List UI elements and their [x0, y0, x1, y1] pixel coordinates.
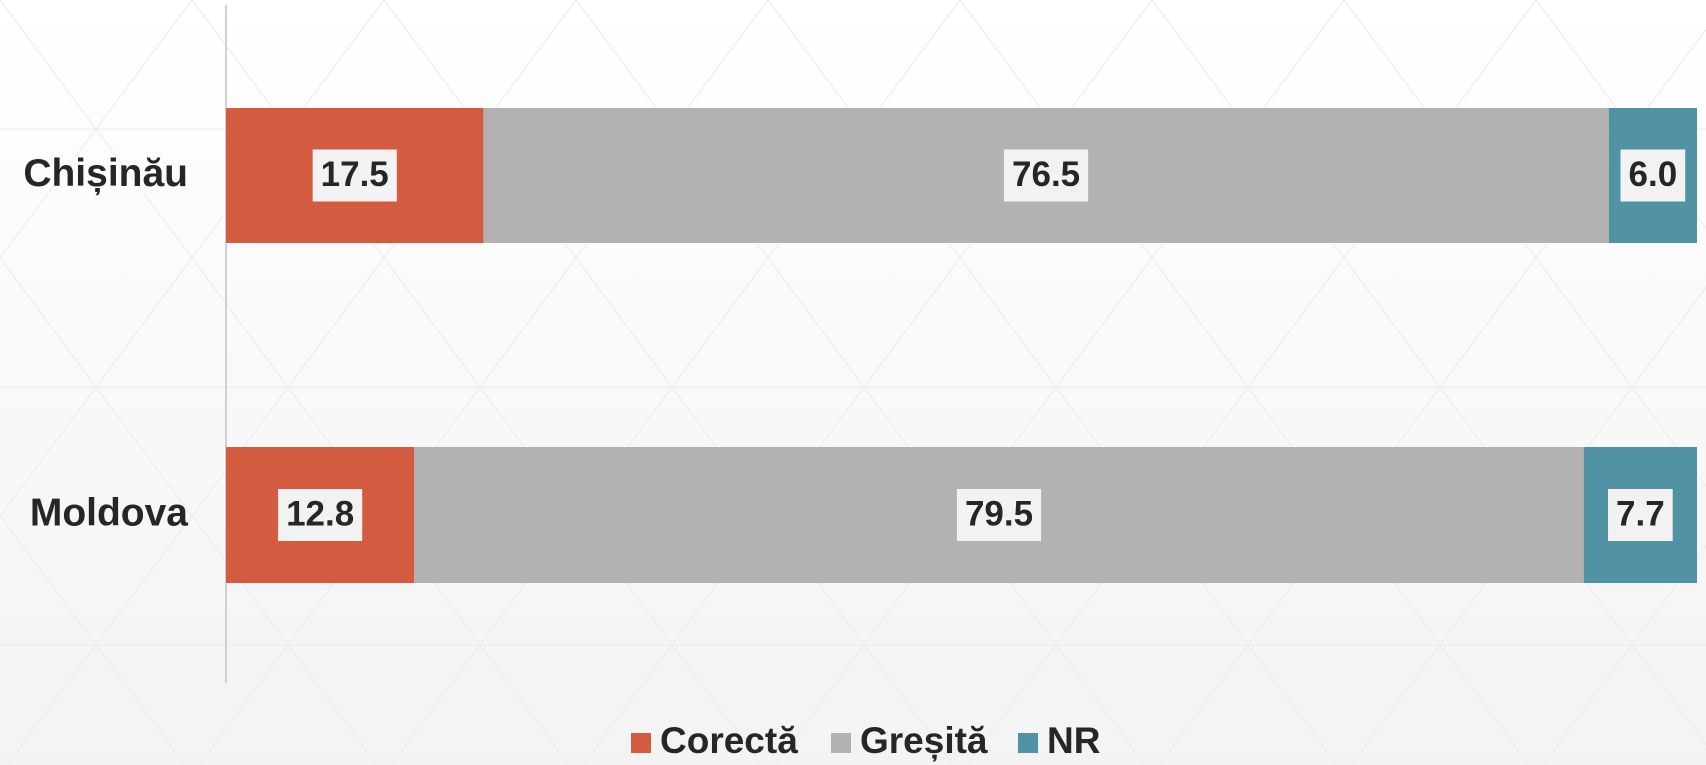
data-label-box: [278, 489, 363, 541]
data-label-box: [956, 489, 1042, 541]
category-label: Chișinău: [23, 152, 188, 195]
data-label: 17.5: [321, 155, 389, 194]
data-label-box: [1608, 489, 1673, 541]
legend-swatch: [631, 733, 651, 753]
data-label: 12.8: [286, 494, 354, 533]
data-label: 79.5: [965, 494, 1033, 533]
legend-swatch: [831, 733, 851, 753]
data-label-box: [1620, 149, 1686, 202]
legend-label: NR: [1047, 720, 1100, 761]
legend-swatch: [1018, 733, 1038, 753]
legend-label: Corectă: [660, 720, 798, 761]
data-label-box: [312, 149, 397, 202]
legend-label: Greșită: [860, 720, 988, 761]
data-label: 76.5: [1012, 155, 1080, 194]
data-label-box: [1004, 149, 1089, 202]
category-label: Moldova: [30, 491, 188, 534]
data-label: 6.0: [1629, 155, 1678, 194]
data-label: 7.7: [1616, 494, 1665, 533]
